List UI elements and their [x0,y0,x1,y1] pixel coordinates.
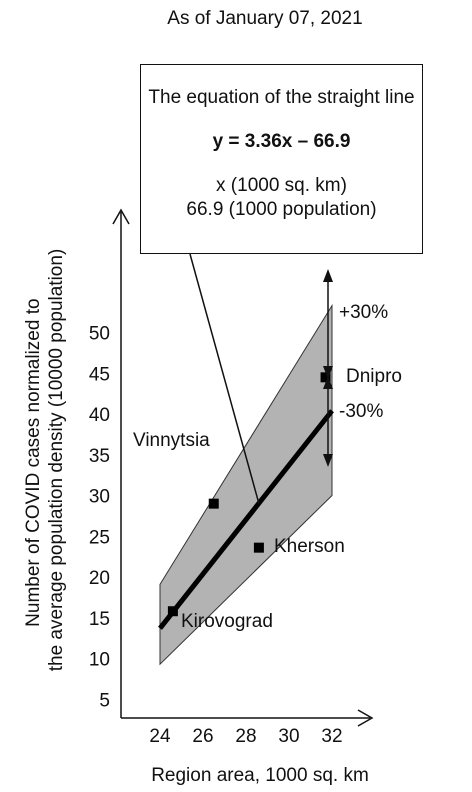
upper-arrowhead-bottom-icon [323,366,333,379]
y-axis-label: Number of COVID cases normalized to the … [23,249,67,672]
lower-arrowhead-top-icon [323,376,333,389]
axes [112,208,374,727]
fit-layer [158,409,334,630]
y-tick-label-50: 50 [89,324,110,345]
data-point-kirovograd [167,606,178,617]
band-label-upper: +30% [339,302,388,323]
upper-arrowhead-top-icon [323,269,333,282]
data-point-dnipro [320,372,331,383]
y-tick-label-5: 5 [99,690,110,711]
y-tick-label-25: 25 [89,527,110,548]
y-tick-label-20: 20 [89,568,110,589]
lower-arrowhead-bottom-icon [323,454,333,467]
point-labels: Vinnytsia Dnipro Kherson Kirovograd [133,366,402,632]
x-axis-arrow-icon [357,709,374,727]
equation-title: The equation of the straight line [148,87,415,108]
y-tick-label-15: 15 [89,609,110,630]
y-tick-label-10: 10 [89,650,110,671]
equation-formula: y = 3.36x – 66.9 [212,131,351,152]
data-point-vinnytsia [208,498,219,509]
points-layer [167,372,331,617]
y-axis-label-line-2: the average population density (10000 po… [46,249,67,672]
label-kirovograd: Kirovograd [181,611,273,632]
chart-subtitle: As of January 07, 2021 [167,8,362,29]
y-tick-label-45: 45 [89,364,110,385]
y-axis-arrow-icon [112,208,130,225]
ticks-layer: 5 10 15 20 25 30 35 40 45 50 24 26 28 30 32 [89,324,343,748]
x-tick-label-24: 24 [149,726,171,747]
y-tick-label-40: 40 [89,405,110,426]
equation-unit-x: x (1000 sq. km) [216,175,347,196]
x-tick-label-26: 26 [192,726,213,747]
x-tick-label-32: 32 [321,726,342,747]
equation-unit-y: 66.9 (1000 population) [186,199,377,220]
label-kherson: Kherson [274,536,345,557]
annotation-pointer-line [189,253,260,504]
y-tick-label-35: 35 [89,446,110,467]
y-tick-label-30: 30 [89,487,110,508]
regression-line [158,409,334,630]
y-axis-label-line-1: Number of COVID cases normalized to [23,298,44,626]
equation-callout: The equation of the straight line y = 3.… [140,64,423,254]
x-axis-label: Region area, 1000 sq. km [151,765,369,786]
band-label-lower: -30% [339,401,383,422]
data-point-kherson [253,542,264,553]
x-tick-label-30: 30 [278,726,299,747]
band-arrows: +30% -30% [323,269,388,467]
label-dnipro: Dnipro [346,366,402,387]
x-tick-label-28: 28 [235,726,256,747]
label-vinnytsia: Vinnytsia [133,430,210,451]
